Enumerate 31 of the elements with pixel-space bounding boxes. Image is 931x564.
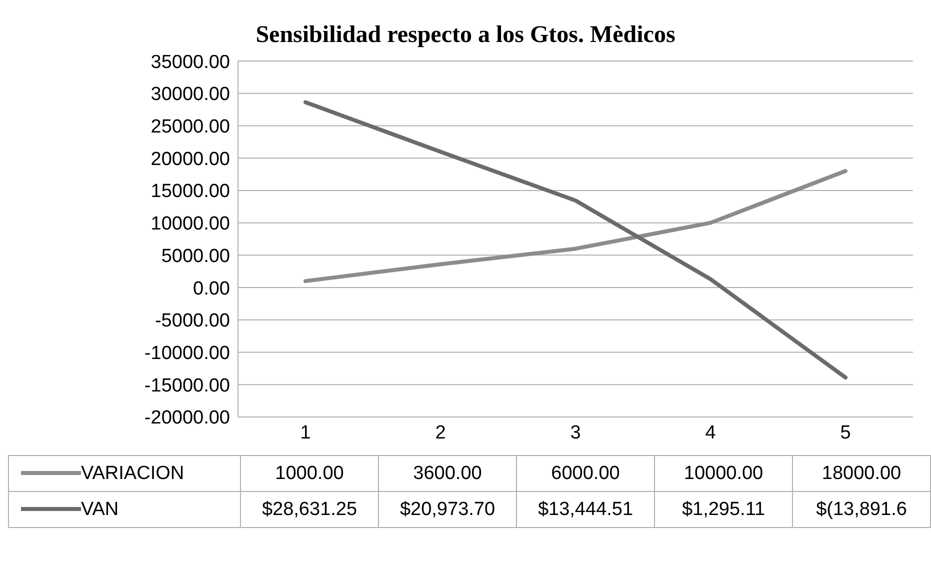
data-label: 1000.00 — [240, 456, 378, 492]
x-tick-label: 4 — [705, 422, 716, 444]
line-series — [304, 169, 848, 284]
y-tick-label: -10000.00 — [144, 343, 230, 364]
data-label: $13,444.51 — [516, 492, 654, 528]
data-label: 18000.00 — [792, 456, 930, 492]
data-label: $(13,891.6 — [792, 492, 930, 528]
x-tick-label: 3 — [570, 422, 581, 444]
y-tick-label: 10000.00 — [150, 214, 230, 235]
data-label: 10000.00 — [654, 456, 792, 492]
y-tick-label: 20000.00 — [150, 148, 230, 170]
y-tick-label: 0.00 — [193, 278, 230, 300]
y-tick-label: -15000.00 — [144, 375, 230, 396]
y-tick-label: 30000.00 — [150, 84, 230, 106]
x-tick-label: 2 — [435, 422, 446, 444]
data-label: 3600.00 — [378, 456, 516, 492]
chart-title: Sensibilidad respecto a los Gtos. Mèdicos — [256, 22, 676, 48]
data-label: 6000.00 — [516, 456, 654, 492]
y-tick-label: -5000.00 — [154, 310, 230, 332]
data-label: $28,631.25 — [240, 492, 378, 528]
data-label: $20,973.70 — [378, 492, 516, 528]
legend-label: VARIACION — [81, 462, 184, 484]
y-tick-label: 5000.00 — [161, 246, 230, 267]
y-tick-label: 15000.00 — [150, 181, 230, 202]
x-tick-label: 1 — [300, 422, 311, 444]
line-series — [304, 100, 848, 380]
legend-label: VAN — [81, 498, 119, 520]
x-tick-label: 5 — [840, 422, 851, 444]
data-label: $1,295.11 — [654, 492, 792, 528]
y-tick-label: 25000.00 — [150, 116, 230, 138]
y-tick-label: -20000.00 — [144, 408, 230, 429]
